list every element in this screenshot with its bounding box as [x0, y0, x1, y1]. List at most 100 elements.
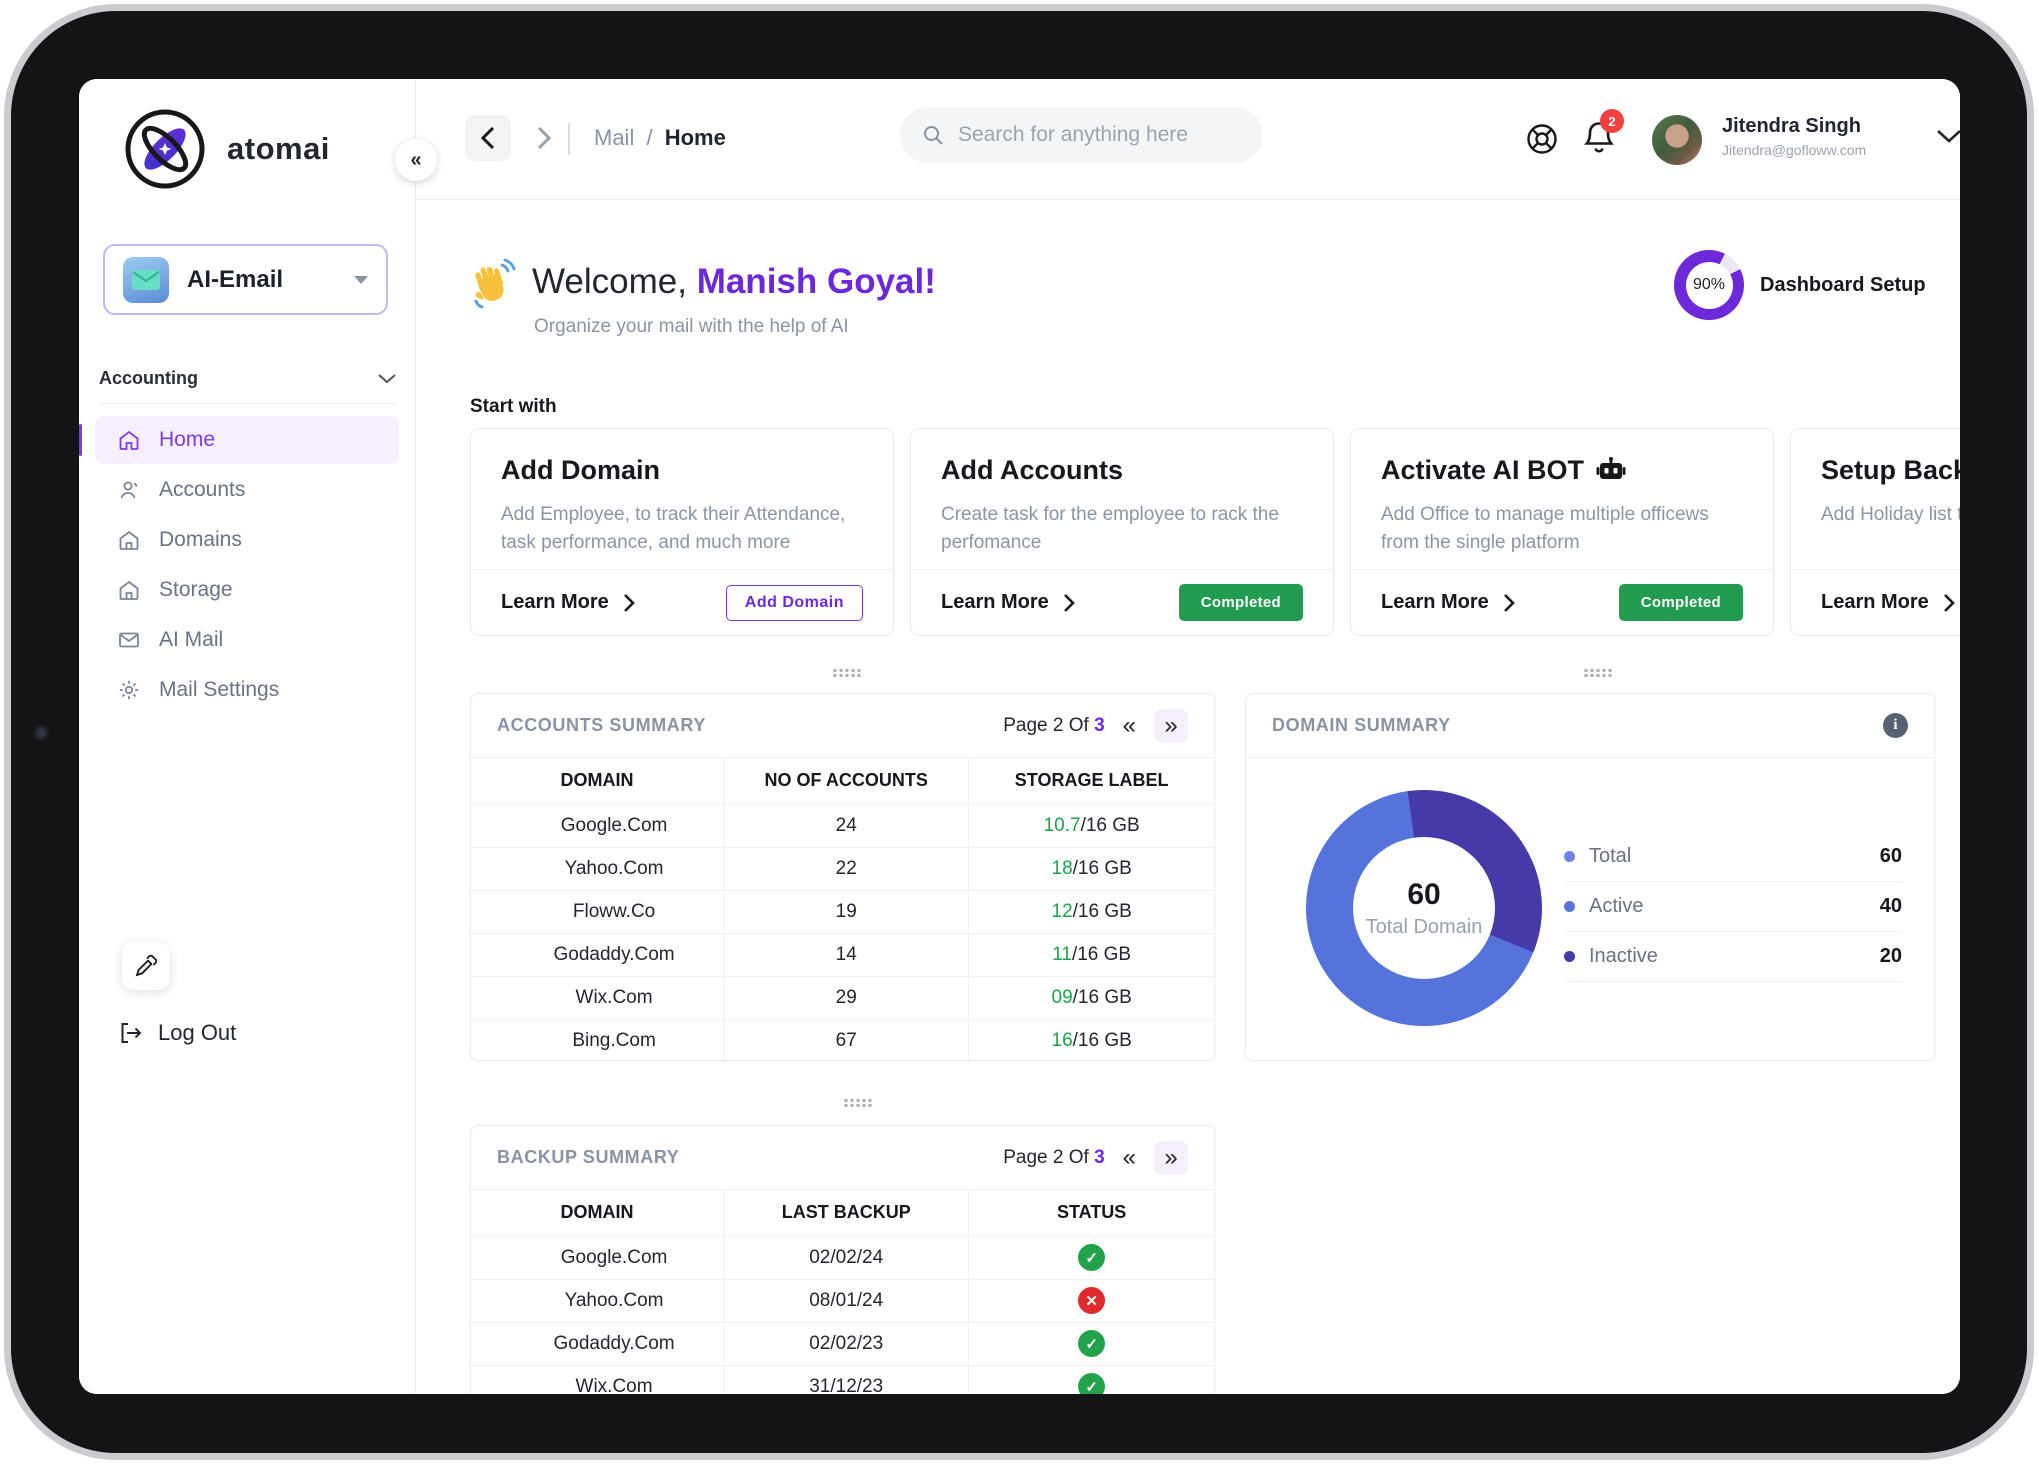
- welcome-subtitle: Organize your mail with the help of AI: [534, 316, 849, 337]
- breadcrumb-separator: /: [646, 125, 653, 150]
- lifebuoy-icon: [1527, 124, 1557, 154]
- panel-title: BACKUP SUMMARY: [497, 1147, 680, 1167]
- logout-button[interactable]: Log Out: [118, 1020, 236, 1046]
- page-indicator: Page 2 Of 3: [1003, 715, 1104, 737]
- page-title: Welcome, Manish Goyal!: [532, 262, 936, 302]
- sidebar-item-mail-settings[interactable]: Mail Settings: [95, 666, 399, 714]
- completed-badge-button[interactable]: Completed: [1618, 584, 1743, 621]
- status-icon: [1078, 1244, 1106, 1271]
- domain-link[interactable]: Google.Com: [471, 804, 725, 848]
- donut-center: 60 Total Domain: [1353, 837, 1495, 979]
- topbar-divider: [568, 123, 570, 155]
- learn-more-link[interactable]: Learn More: [1821, 591, 1955, 614]
- welcome-greeting: Welcome,: [532, 262, 697, 301]
- prev-page-button[interactable]: «: [1122, 1143, 1136, 1171]
- domain-link[interactable]: Yahoo.Com: [471, 847, 725, 891]
- domain-link[interactable]: Google.Com: [471, 1236, 725, 1280]
- sidebar-item-label: Storage: [159, 578, 233, 601]
- domain-link[interactable]: Wix.Com: [471, 1365, 725, 1394]
- learn-more-link[interactable]: Learn More: [1381, 591, 1515, 614]
- table-row: Bing.Com 67 16/16 GB: [471, 1019, 1214, 1060]
- card-title-text: Activate AI BOT: [1381, 455, 1585, 485]
- storage-label: 10.7/16 GB: [968, 804, 1214, 848]
- accounts-summary-panel: ACCOUNTS SUMMARY Page 2 Of 3 « » DOMAIN …: [470, 693, 1215, 1061]
- search-input[interactable]: Search for anything here: [900, 107, 1263, 163]
- chevron-right-icon: [1503, 593, 1515, 612]
- accounts-count: 29: [723, 976, 970, 1020]
- sidebar-item-storage[interactable]: Storage: [95, 566, 399, 614]
- table-row: Godaddy.Com 02/02/23: [471, 1322, 1214, 1366]
- legend-dot: [1564, 901, 1575, 912]
- page-indicator: Page 2 Of 3: [1003, 1147, 1104, 1169]
- domain-link[interactable]: Godaddy.Com: [471, 933, 725, 977]
- sidebar-section-accounting[interactable]: Accounting: [99, 368, 396, 404]
- dashboard-setup-percent: 90%: [1685, 261, 1733, 309]
- legend-dot: [1564, 851, 1575, 862]
- column-header: NO OF ACCOUNTS: [723, 758, 970, 805]
- user-info[interactable]: Jitendra Singh Jitendra@gofloww.com: [1722, 115, 1866, 158]
- drag-handle-icon[interactable]: [1583, 668, 1613, 677]
- domain-link[interactable]: Floww.Co: [471, 890, 725, 934]
- ai-email-app-icon: [123, 256, 169, 303]
- legend-item-active: Active 40: [1564, 882, 1902, 932]
- drag-handle-icon[interactable]: [843, 1098, 873, 1107]
- sidebar-item-domains[interactable]: Domains: [95, 516, 399, 564]
- storage-used: 11: [1052, 943, 1072, 965]
- sidebar-item-label: Accounts: [159, 478, 246, 501]
- card-description: Add Holiday list to m: [1821, 504, 1960, 525]
- color-picker-button[interactable]: [122, 942, 170, 990]
- prev-page-button[interactable]: «: [1122, 711, 1136, 739]
- table-header-row: DOMAIN NO OF ACCOUNTS STORAGE LABEL: [471, 758, 1214, 805]
- legend-value: 60: [1879, 845, 1902, 867]
- nav-forward-button[interactable]: [521, 115, 567, 161]
- nav-back-button[interactable]: [465, 115, 511, 161]
- breadcrumb: Mail / Home: [594, 125, 726, 151]
- domain-link[interactable]: Yahoo.Com: [471, 1279, 725, 1323]
- sidebar-item-label: Home: [159, 428, 216, 451]
- sidebar-item-accounts[interactable]: Accounts: [95, 466, 399, 514]
- card-description: Add Office to manage multiple officews f…: [1381, 504, 1709, 553]
- backup-summary-table: DOMAIN LAST BACKUP STATUS Google.Com 02/0…: [471, 1190, 1214, 1394]
- domain-link[interactable]: Bing.Com: [471, 1019, 725, 1060]
- sidebar-collapse-button[interactable]: «: [395, 139, 437, 181]
- domain-link[interactable]: Godaddy.Com: [471, 1322, 725, 1366]
- column-header: DOMAIN: [471, 1190, 725, 1237]
- domain-link[interactable]: Wix.Com: [471, 976, 725, 1020]
- sidebar-item-home[interactable]: Home: [79, 416, 399, 464]
- device-camera: [36, 728, 46, 738]
- add-domain-button[interactable]: Add Domain: [725, 584, 863, 621]
- card-add-domain: Add Domain Add Employee, to track their …: [470, 428, 894, 636]
- legend-item-inactive: Inactive 20: [1564, 932, 1902, 982]
- card-footer: Learn More Add Domain: [471, 569, 893, 635]
- info-icon[interactable]: i: [1883, 713, 1908, 738]
- accounts-summary-table: DOMAIN NO OF ACCOUNTS STORAGE LABEL Goog…: [471, 758, 1214, 1060]
- notification-badge: 2: [1600, 109, 1624, 133]
- next-page-button[interactable]: »: [1154, 708, 1188, 743]
- app-select[interactable]: AI-Email: [103, 244, 388, 315]
- last-backup-date: 31/12/23: [723, 1365, 970, 1394]
- storage-quota: /16 GB: [1072, 986, 1132, 1008]
- user-avatar[interactable]: [1652, 115, 1702, 165]
- status-icon: [1078, 1330, 1106, 1357]
- drag-handle-icon[interactable]: [832, 668, 862, 677]
- breadcrumb-section[interactable]: Mail: [594, 125, 635, 150]
- legend-label: Total: [1589, 845, 1632, 867]
- storage-quota: /16 GB: [1071, 943, 1132, 965]
- home-icon: [119, 430, 139, 450]
- breadcrumb-current: Home: [664, 125, 726, 150]
- atomai-logo-icon: [123, 107, 207, 191]
- card-title: Setup Backup: [1821, 455, 1960, 485]
- storage-used: 18: [1051, 857, 1073, 879]
- sidebar-item-ai-mail[interactable]: AI Mail: [95, 616, 399, 664]
- help-button[interactable]: [1524, 121, 1560, 157]
- next-page-button[interactable]: »: [1154, 1140, 1188, 1175]
- backup-status-cell: [968, 1322, 1214, 1366]
- storage-used: 12: [1051, 900, 1073, 922]
- learn-more-link[interactable]: Learn More: [501, 591, 635, 614]
- legend-dot: [1564, 951, 1575, 962]
- notifications-button[interactable]: 2: [1582, 109, 1624, 157]
- completed-badge-button[interactable]: Completed: [1178, 584, 1303, 621]
- status-icon: [1078, 1373, 1106, 1394]
- learn-more-link[interactable]: Learn More: [941, 591, 1075, 614]
- user-menu-chevron[interactable]: [1936, 129, 1960, 143]
